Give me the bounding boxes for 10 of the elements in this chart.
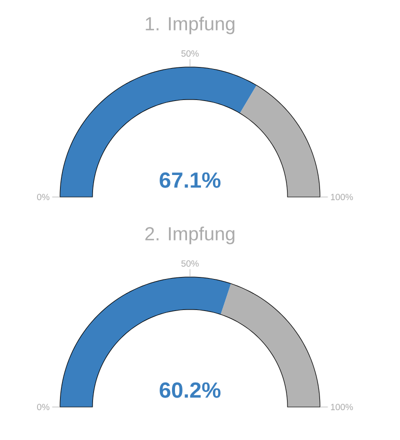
data-label: 60.2% <box>160 382 220 398</box>
text: 100% <box>330 194 353 200</box>
text: 50% <box>181 260 199 267</box>
text: 0% <box>37 404 50 410</box>
text: 100% <box>330 404 353 410</box>
chart-title: 1. Impfung <box>146 16 234 34</box>
data-label: 67.1% <box>160 172 220 188</box>
text: 0% <box>37 194 50 200</box>
chart-title: 2. Impfung <box>145 226 234 244</box>
text: 50% <box>181 50 199 57</box>
